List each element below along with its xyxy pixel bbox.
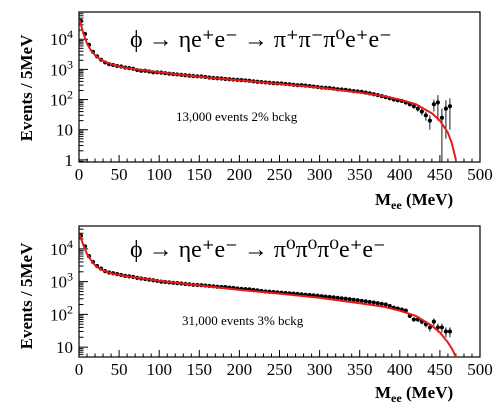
data-point <box>375 301 380 306</box>
x-axis-label-sub: ee <box>391 391 402 403</box>
data-point <box>423 113 428 118</box>
x-axis-label-unit: (MeV) <box>402 190 453 209</box>
data-point <box>379 301 384 306</box>
x-tick-label: 150 <box>187 360 213 379</box>
x-tick-label: 500 <box>467 360 493 379</box>
x-tick-label: 350 <box>347 165 373 184</box>
data-point <box>431 319 436 324</box>
x-tick-label: 0 <box>75 165 84 184</box>
data-layer <box>78 233 457 358</box>
x-axis-label-sub: ee <box>391 198 402 212</box>
data-point <box>415 106 420 111</box>
y-tick-label: 102 <box>50 302 73 324</box>
data-point <box>443 329 449 334</box>
data-point <box>339 296 344 301</box>
x-tick-label: 250 <box>267 360 293 379</box>
data-point <box>443 106 449 111</box>
data-layer <box>78 18 457 162</box>
y-tick-label: 104 <box>50 27 73 49</box>
data-point <box>427 325 432 330</box>
x-axis-label-main: M <box>375 190 391 209</box>
x-tick-label: 300 <box>307 165 333 184</box>
x-tick-label: 0 <box>75 360 84 379</box>
panel-top: 0 50 100 150 200 250 300 350 400 450 500 1 10 102 103 1… <box>17 11 493 212</box>
y-tick-label: 103 <box>50 57 73 79</box>
data-point <box>435 325 440 330</box>
x-tick-label: 200 <box>227 165 253 184</box>
data-point <box>435 100 440 105</box>
x-tick-label: 100 <box>146 360 172 379</box>
data-point <box>371 300 376 305</box>
data-point <box>359 298 364 303</box>
data-point <box>447 104 453 109</box>
y-axis-label: Events / 5MeV <box>17 242 36 349</box>
data-point <box>331 295 336 300</box>
y-tick-label: 1 <box>65 151 74 170</box>
data-point <box>383 302 388 307</box>
data-point <box>367 299 372 305</box>
data-point <box>347 297 352 302</box>
x-tick-label: 250 <box>267 165 293 184</box>
panel-bottom: 0 50 100 150 200 250 300 350 400 450 500 10 102 103 10… <box>17 225 493 403</box>
chart-annotation: 13,000 events 2% bckg <box>176 109 298 124</box>
x-tick-label: 500 <box>467 165 493 184</box>
y-tick-label: 102 <box>50 88 73 110</box>
x-tick-label: 100 <box>146 165 172 184</box>
data-point <box>419 109 424 114</box>
data-point <box>343 296 348 301</box>
data-point <box>411 104 416 109</box>
x-axis-label: Mee (MeV) <box>375 190 453 212</box>
y-tick-label: 10 <box>56 121 73 140</box>
x-axis-label: Mee (MeV) <box>375 383 453 403</box>
data-point <box>439 115 445 120</box>
data-point <box>427 118 432 123</box>
x-tick-label: 450 <box>427 165 453 184</box>
chart-title: ϕ → ηe⁺e⁻ → π⁺π⁻π⁰e⁺e⁻ <box>130 27 392 53</box>
x-tick-label: 50 <box>111 360 128 379</box>
x-tick-label: 300 <box>307 360 333 379</box>
data-point <box>431 102 436 107</box>
data-point <box>351 297 356 302</box>
y-tick-label: 10 <box>56 338 73 357</box>
data-point <box>439 325 445 330</box>
x-tick-label: 150 <box>187 165 213 184</box>
y-tick-label: 103 <box>50 270 73 292</box>
data-point <box>355 298 360 303</box>
x-tick-label: 400 <box>387 165 413 184</box>
data-point <box>335 295 340 300</box>
axis-ticks: 0 50 100 150 200 250 300 350 400 450 500 10 102 103 10… <box>50 225 493 379</box>
fit-curve <box>78 234 457 358</box>
fit-curve <box>78 20 457 161</box>
axis-ticks: 0 50 100 150 200 250 300 350 400 450 500 1 10 102 103 1… <box>50 11 493 184</box>
chart-annotation: 31,000 events 3% bckg <box>182 313 304 328</box>
x-axis-label-main: M <box>375 383 391 402</box>
data-point <box>411 317 416 322</box>
y-tick-label: 104 <box>50 237 73 259</box>
x-tick-label: 400 <box>387 360 413 379</box>
data-point <box>363 299 368 304</box>
x-tick-label: 350 <box>347 360 373 379</box>
data-point <box>447 329 453 334</box>
chart-title: ϕ → ηe⁺e⁻ → π⁰π⁰π⁰e⁺e⁻ <box>130 237 386 263</box>
x-tick-label: 50 <box>111 165 128 184</box>
x-tick-label: 450 <box>427 360 453 379</box>
x-tick-label: 200 <box>227 360 253 379</box>
y-axis-label: Events / 5MeV <box>17 34 36 141</box>
x-axis-label-unit: (MeV) <box>402 383 453 402</box>
